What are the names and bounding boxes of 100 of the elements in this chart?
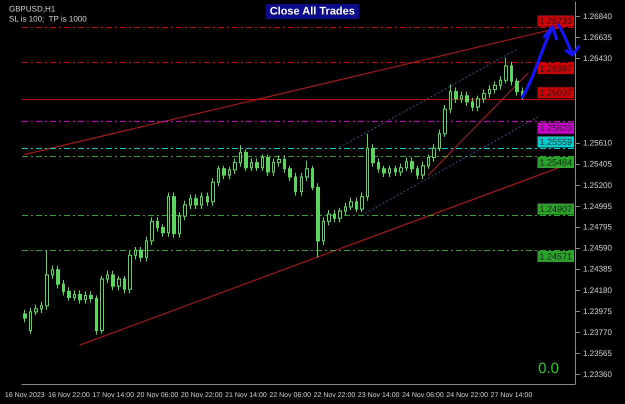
candlestick xyxy=(344,202,347,216)
ref-line-label: 1.24907 xyxy=(539,204,572,214)
candlestick xyxy=(217,165,220,187)
chart-title: GBPUSD,H1 xyxy=(9,4,56,14)
candlestick xyxy=(139,246,143,262)
candlestick xyxy=(67,286,71,302)
candlestick xyxy=(454,86,458,104)
candlestick xyxy=(250,158,253,172)
candlestick xyxy=(84,290,87,304)
candlestick xyxy=(128,250,132,294)
candlestick xyxy=(95,294,98,336)
candlestick xyxy=(34,304,38,316)
candlestick xyxy=(167,192,170,238)
candlestick xyxy=(355,197,358,213)
candlestick xyxy=(504,57,508,84)
candlestick xyxy=(338,207,342,223)
candlestick xyxy=(416,165,419,180)
candlestick xyxy=(100,275,104,334)
candlestick xyxy=(499,76,502,90)
y-tick-label: 1.23975 xyxy=(583,306,612,316)
candlestick xyxy=(311,165,314,191)
y-tick-label: 1.23565 xyxy=(583,349,612,358)
candlestick xyxy=(399,163,403,177)
candlestick xyxy=(488,84,491,98)
candlestick xyxy=(432,144,436,162)
candlestick xyxy=(183,200,187,221)
candlestick xyxy=(388,165,391,178)
candlestick xyxy=(266,154,270,177)
candlestick xyxy=(427,154,430,170)
candlestick xyxy=(360,192,364,213)
candlestick xyxy=(515,78,519,96)
candlestick xyxy=(449,84,452,114)
candlestick xyxy=(200,192,203,210)
candlestick xyxy=(366,133,369,202)
candlestick xyxy=(443,104,447,138)
y-tick-label: 1.26840 xyxy=(583,12,612,21)
ref-line-label: 1.25484 xyxy=(539,158,572,168)
candlestick xyxy=(233,158,237,174)
candlestick xyxy=(78,290,82,304)
candlestick xyxy=(471,97,474,112)
candlestick xyxy=(123,275,126,294)
candlestick xyxy=(394,165,397,177)
candlestick xyxy=(327,209,331,226)
y-tick-label: 1.26635 xyxy=(583,33,612,42)
annotation: Close All Trades xyxy=(270,6,355,18)
ref-line-label: 1.25820 xyxy=(539,122,572,133)
candlestick xyxy=(465,91,469,106)
y-tick-label: 1.25200 xyxy=(583,180,612,190)
candlestick xyxy=(261,154,264,172)
candlestick xyxy=(300,172,303,196)
candlestick xyxy=(482,89,486,104)
candlestick xyxy=(150,216,154,246)
candlestick xyxy=(40,301,43,314)
candlestick xyxy=(211,178,215,206)
candlestick xyxy=(371,144,375,168)
candlestick xyxy=(239,144,242,168)
candlestick xyxy=(51,265,54,280)
annotation: 0.0 xyxy=(538,360,560,377)
candlestick xyxy=(255,158,259,172)
candlestick xyxy=(333,209,336,223)
ref-line-label: 1.25559 xyxy=(539,136,572,147)
y-tick-label: 1.24995 xyxy=(583,202,612,211)
candlestick xyxy=(382,165,386,178)
candlestick xyxy=(510,61,513,86)
candlestick xyxy=(277,154,281,168)
y-tick-label: 1.26430 xyxy=(583,54,612,64)
candlestick xyxy=(222,165,226,180)
candlestick xyxy=(421,161,425,180)
ref-line-label: 1.26733 xyxy=(539,16,572,26)
candlestick xyxy=(194,194,198,210)
candlestick xyxy=(377,158,380,174)
candlestick xyxy=(23,309,27,323)
candlestick xyxy=(322,216,325,246)
candlestick xyxy=(349,197,353,210)
candlestick xyxy=(405,156,408,172)
candlestick xyxy=(493,80,497,94)
candlestick xyxy=(410,156,414,174)
candlestick xyxy=(283,154,286,174)
y-tick-label: 1.25405 xyxy=(583,160,612,169)
y-tick-label: 1.25610 xyxy=(583,138,612,148)
y-tick-label: 1.23770 xyxy=(583,328,612,338)
candlestick xyxy=(178,212,181,238)
candlestick xyxy=(111,270,115,291)
y-tick-label: 1.24795 xyxy=(583,222,612,232)
candlestick xyxy=(134,246,137,260)
candlestick xyxy=(294,172,297,196)
candlestick xyxy=(244,148,248,172)
candlestick xyxy=(117,275,121,291)
candlestick xyxy=(156,216,159,232)
ref-line-label: 1.24571 xyxy=(539,252,572,262)
y-tick-label: 1.24590 xyxy=(583,244,612,253)
candlestick xyxy=(305,160,309,182)
candlestick xyxy=(161,224,165,238)
candlestick xyxy=(288,165,292,182)
candlestick xyxy=(106,270,109,284)
candlestick xyxy=(272,158,275,177)
candlestick xyxy=(189,194,192,210)
candlestick xyxy=(56,265,60,289)
candlestick xyxy=(460,91,463,104)
candlestick xyxy=(476,95,480,112)
